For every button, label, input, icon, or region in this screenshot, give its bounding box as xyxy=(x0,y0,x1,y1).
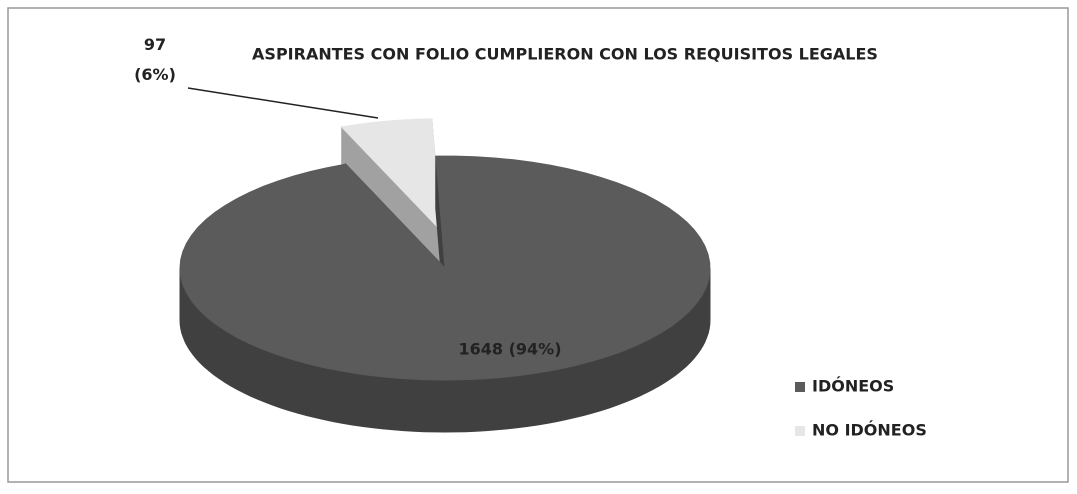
slice xyxy=(179,155,711,381)
legend-label: NO IDÓNEOS xyxy=(812,421,927,440)
data-label: 1648 (94%) xyxy=(458,340,561,359)
legend-swatch xyxy=(795,382,805,392)
chart-title: ASPIRANTES CON FOLIO CUMPLIERON CON LOS … xyxy=(252,45,878,64)
slice xyxy=(340,118,442,233)
legend-swatch xyxy=(795,426,805,436)
legend-label: IDÓNEOS xyxy=(812,377,894,396)
data-label: 97 (6%) xyxy=(134,35,176,84)
leader-line xyxy=(187,87,379,119)
